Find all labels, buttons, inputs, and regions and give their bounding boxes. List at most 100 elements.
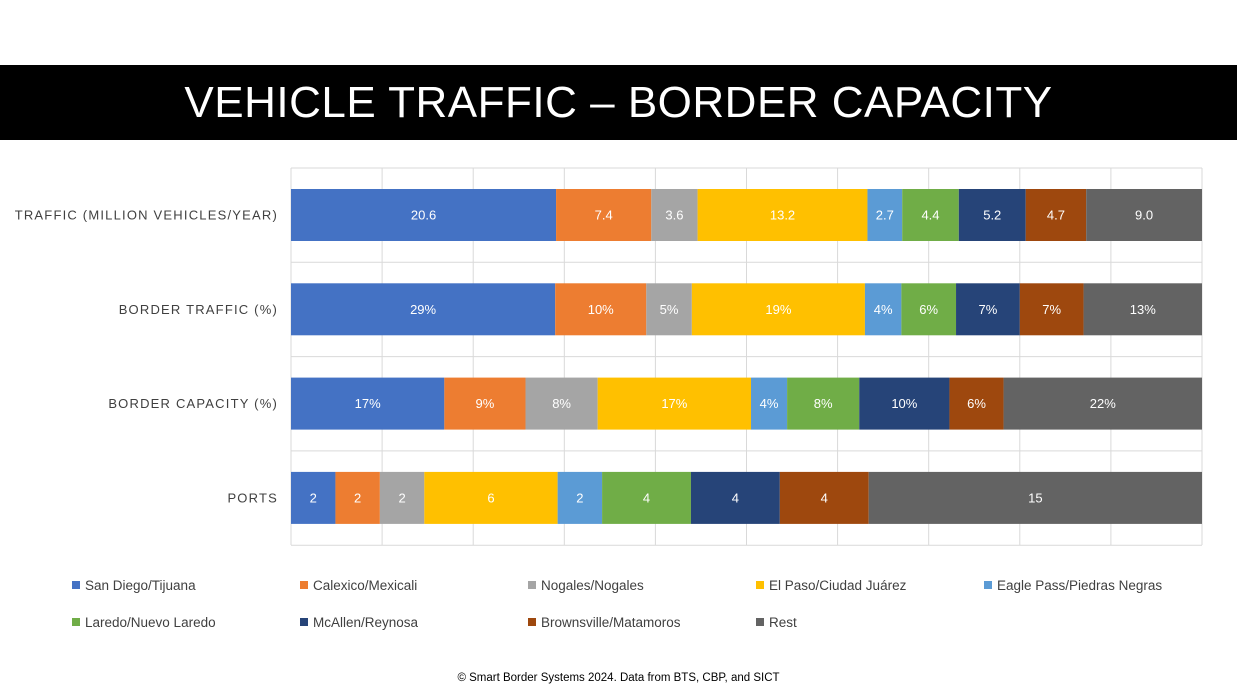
data-label: 3.6 xyxy=(665,208,683,223)
data-label: 8% xyxy=(552,396,571,411)
bar-segment xyxy=(691,283,865,336)
data-label: 19% xyxy=(765,302,791,317)
data-label: 4% xyxy=(874,302,893,317)
legend-swatch xyxy=(72,618,80,626)
data-label: 2.7 xyxy=(876,208,894,223)
bar-segment xyxy=(291,471,336,524)
bar-segment xyxy=(901,283,957,336)
legend-swatch xyxy=(984,581,992,589)
bar-segment xyxy=(646,283,692,336)
legend-item: Rest xyxy=(756,613,984,631)
data-label: 13% xyxy=(1130,302,1156,317)
bar-segment xyxy=(557,471,603,524)
legend-item: Calexico/Mexicali xyxy=(300,576,528,594)
data-label: 20.6 xyxy=(411,208,436,223)
legend-item: San Diego/Tijuana xyxy=(72,576,300,594)
data-label: 4 xyxy=(732,490,739,505)
bar-segment xyxy=(864,283,902,336)
bar-segment xyxy=(1086,189,1202,241)
category-labels: TRAFFIC (MILLION VEHICLES/YEAR) BORDER TR… xyxy=(15,208,278,506)
bar-segment xyxy=(779,471,869,524)
legend-label: Laredo/Nuevo Laredo xyxy=(85,614,216,630)
footer-copyright: © Smart Border Systems 2024. Data from B… xyxy=(457,672,780,684)
legend-item: Nogales/Nogales xyxy=(528,576,756,594)
bar-segment xyxy=(1019,283,1084,336)
data-label: 4.4 xyxy=(921,208,939,223)
data-label: 10% xyxy=(891,396,917,411)
data-label: 9% xyxy=(476,396,495,411)
legend-swatch xyxy=(300,581,308,589)
bar-segment xyxy=(602,471,691,524)
data-label: 6% xyxy=(919,302,938,317)
bar-segment xyxy=(651,189,698,241)
data-label: 5% xyxy=(660,302,679,317)
bar-segment xyxy=(1083,283,1202,336)
bar-segment xyxy=(958,189,1026,241)
legend-label: Rest xyxy=(769,614,797,630)
bar-segment xyxy=(868,471,1202,524)
legend-swatch xyxy=(300,618,308,626)
data-label: 2 xyxy=(576,490,583,505)
legend-swatch xyxy=(72,581,80,589)
data-label: 4 xyxy=(821,490,828,505)
category-label: PORTS xyxy=(227,490,278,505)
data-label: 15 xyxy=(1028,490,1042,505)
bar-segment xyxy=(525,377,598,430)
legend-label: Eagle Pass/Piedras Negras xyxy=(997,577,1163,593)
legend-item: Laredo/Nuevo Laredo xyxy=(72,613,300,631)
bar-segment xyxy=(291,377,445,430)
bar-segment xyxy=(1003,377,1202,430)
legend-item: Brownsville/Matamoros xyxy=(528,613,756,631)
data-label: 22% xyxy=(1090,396,1116,411)
bar-segment xyxy=(949,377,1004,430)
legend-item: Eagle Pass/Piedras Negras xyxy=(984,576,1212,594)
bar-segment xyxy=(379,471,425,524)
bar-segment xyxy=(690,471,780,524)
legend-label: San Diego/Tijuana xyxy=(85,577,196,593)
data-label: 7% xyxy=(979,302,998,317)
data-label: 29% xyxy=(410,302,436,317)
bar-segment xyxy=(751,377,788,430)
data-label: 17% xyxy=(661,396,687,411)
bar-segment xyxy=(424,471,558,524)
data-label: 9.0 xyxy=(1135,208,1153,223)
category-label: BORDER TRAFFIC (%) xyxy=(119,302,278,317)
data-label: 7% xyxy=(1042,302,1061,317)
data-label: 4% xyxy=(760,396,779,411)
chart-title: VEHICLE TRAFFIC – BORDER CAPACITY xyxy=(0,65,1237,140)
data-label: 6% xyxy=(967,396,986,411)
bar-segment xyxy=(444,377,526,430)
category-label: BORDER CAPACITY (%) xyxy=(108,396,278,411)
bar-segment xyxy=(556,189,652,241)
data-label: 5.2 xyxy=(983,208,1001,223)
bar-segment xyxy=(597,377,752,430)
data-label: 4 xyxy=(643,490,650,505)
bar-segment xyxy=(1025,189,1087,241)
bar-segment xyxy=(555,283,647,336)
bar-segment xyxy=(697,189,868,241)
legend-label: McAllen/Reynosa xyxy=(313,614,419,630)
legend-swatch xyxy=(528,581,536,589)
data-label: 2 xyxy=(398,490,405,505)
bar-segment xyxy=(859,377,950,430)
bar-segment xyxy=(956,283,1020,336)
data-label: 2 xyxy=(310,490,317,505)
data-label: 4.7 xyxy=(1047,208,1065,223)
bar-segment xyxy=(867,189,903,241)
data-label: 2 xyxy=(354,490,361,505)
legend: San Diego/Tijuana Calexico/Mexicali Nogale… xyxy=(72,576,1212,631)
bar-segment xyxy=(902,189,959,241)
data-label: 10% xyxy=(588,302,614,317)
legend-swatch xyxy=(528,618,536,626)
data-label: 17% xyxy=(355,396,381,411)
bar-segment xyxy=(291,283,556,336)
stacked-bar-chart: TRAFFIC (MILLION VEHICLES/YEAR) BORDER TR… xyxy=(15,167,1203,546)
legend-item: El Paso/Ciudad Juárez xyxy=(756,576,984,594)
data-label: 13.2 xyxy=(770,208,795,223)
bar-segment xyxy=(787,377,860,430)
category-label: TRAFFIC (MILLION VEHICLES/YEAR) xyxy=(15,208,278,223)
data-label: 7.4 xyxy=(595,208,613,223)
bar-segments: 20.6 7.4 3.6 13.2 2.7 4.4 5.2 4.7 9.029% 10% 5% 19%… xyxy=(291,189,1202,524)
legend-item: McAllen/Reynosa xyxy=(300,613,528,631)
bar-segment xyxy=(335,471,380,524)
